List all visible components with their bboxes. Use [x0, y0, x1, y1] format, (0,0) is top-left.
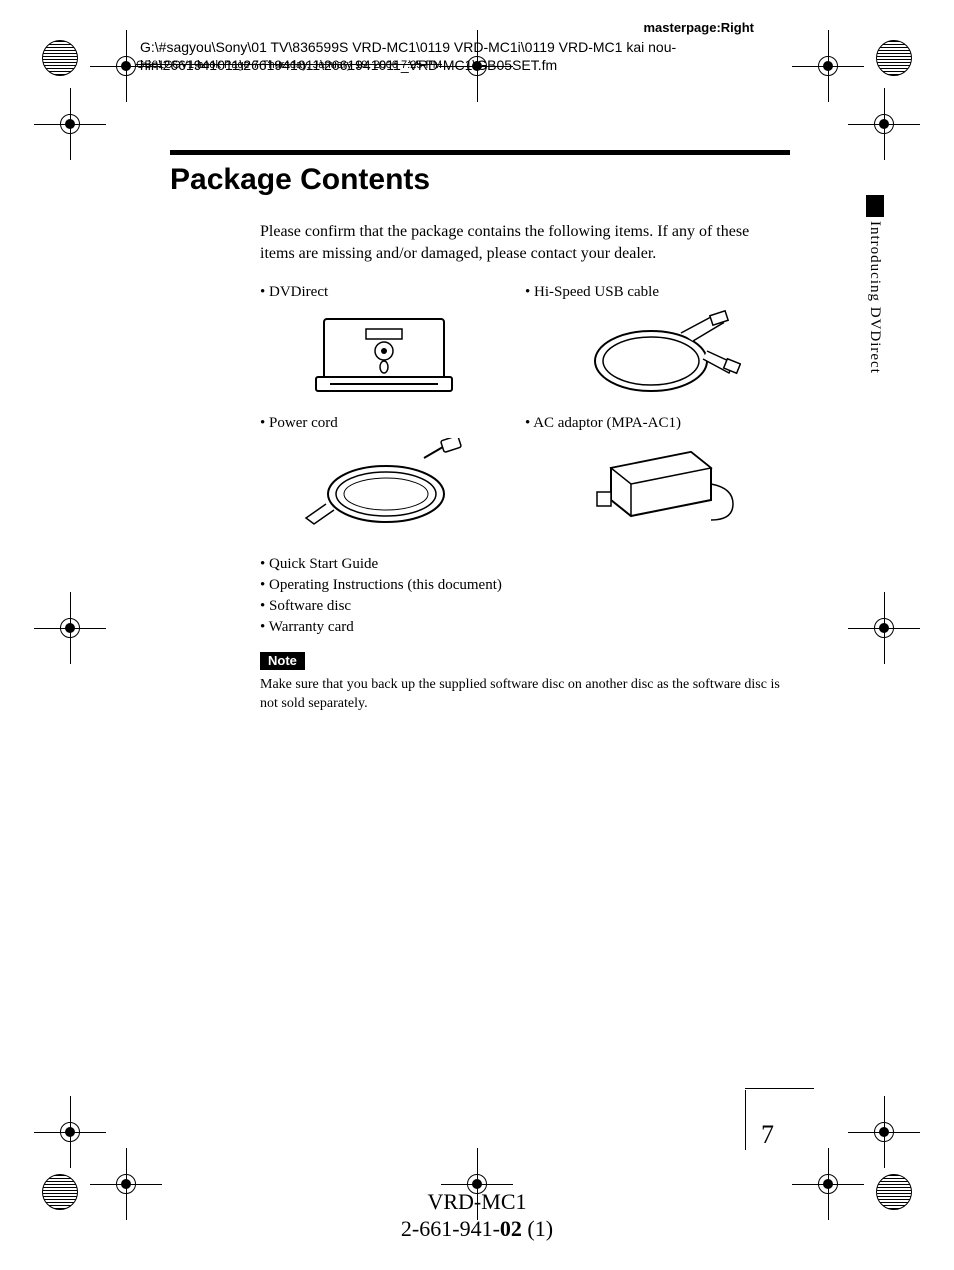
illustrated-items-grid: DVDirect Hi-Speed — [260, 284, 780, 540]
side-tab-label: Introducing DVDirect — [866, 221, 883, 391]
heading-rule — [170, 150, 790, 155]
power-cord-icon — [296, 438, 476, 530]
hatched-circle-icon — [42, 40, 78, 76]
item-label: DVDirect — [260, 284, 515, 301]
list-item: Operating Instructions (this document) — [260, 577, 780, 594]
dvdirect-icon — [296, 307, 476, 399]
registration-mark-icon — [866, 1114, 902, 1150]
footer: VRD-MC1 2-661-941-02 (1) — [0, 1189, 954, 1242]
registration-mark-icon — [52, 610, 88, 646]
registration-mark-icon — [52, 1114, 88, 1150]
text-items-list: Quick Start Guide Operating Instructions… — [260, 556, 780, 636]
registration-mark-icon — [52, 106, 88, 142]
item-cell: Hi-Speed USB cable — [525, 284, 780, 409]
page-number: 7 — [761, 1120, 774, 1150]
side-tab-marker — [866, 195, 884, 217]
folio-rule — [745, 1090, 747, 1150]
item-label: AC adaptor (MPA-AC1) — [525, 415, 780, 432]
footer-model: VRD-MC1 — [0, 1189, 954, 1215]
page-title: Package Contents — [170, 163, 790, 197]
intro-paragraph: Please confirm that the package contains… — [260, 221, 780, 264]
list-item: Quick Start Guide — [260, 556, 780, 573]
file-path-block: G:\#sagyou\Sony\01 TV\836599S VRD-MC1\01… — [140, 38, 790, 74]
item-cell: Power cord — [260, 415, 515, 540]
registration-mark-icon — [866, 106, 902, 142]
hatched-circle-icon — [876, 40, 912, 76]
list-item: Software disc — [260, 598, 780, 615]
content-area: Package Contents Please confirm that the… — [170, 150, 790, 714]
registration-mark-icon — [866, 610, 902, 646]
item-cell: DVDirect — [260, 284, 515, 409]
item-cell: AC adaptor (MPA-AC1) — [525, 415, 780, 540]
usb-cable-icon — [561, 307, 741, 399]
page: masterpage:Right G:\#sagyou\Sony\01 TV\8… — [0, 0, 954, 1270]
side-tab: Introducing DVDirect — [866, 195, 884, 391]
file-path-line: G:\#sagyou\Sony\01 TV\836599S VRD-MC1\01… — [140, 38, 790, 56]
note-badge: Note — [260, 652, 305, 670]
docnum-bold: 02 — [500, 1216, 522, 1241]
docnum-prefix: 2-661-941- — [401, 1216, 500, 1241]
item-label: Hi-Speed USB cable — [525, 284, 780, 301]
footer-docnum: 2-661-941-02 (1) — [0, 1216, 954, 1242]
ac-adaptor-icon — [561, 438, 741, 530]
item-label: Power cord — [260, 415, 515, 432]
folio-rule — [745, 1088, 814, 1090]
body-column: Please confirm that the package contains… — [260, 221, 780, 714]
masterpage-label: masterpage:Right — [643, 20, 754, 35]
overprint-line: GB01COV1.book Page 7 Thursday, January 1… — [136, 58, 442, 72]
note-text: Make sure that you back up the supplied … — [260, 676, 780, 714]
docnum-suffix: (1) — [522, 1216, 553, 1241]
list-item: Warranty card — [260, 619, 780, 636]
registration-mark-icon — [810, 48, 846, 84]
